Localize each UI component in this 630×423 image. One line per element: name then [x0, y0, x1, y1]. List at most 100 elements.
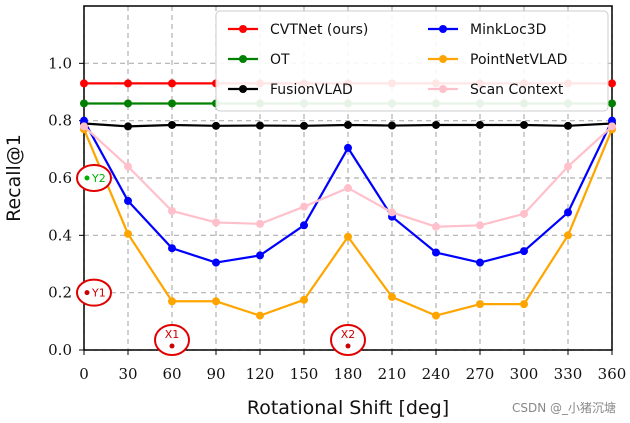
data-point-fusionvlad [300, 121, 308, 130]
annotation-ellipse [154, 324, 190, 356]
data-point-minkloc3d [124, 196, 132, 205]
data-point-minkloc3d [608, 116, 616, 125]
data-point-pointnetvlad [168, 297, 176, 306]
annotation-dot [84, 175, 90, 181]
data-point-fusionvlad [256, 121, 264, 130]
annotation-y2: Y2 [76, 164, 112, 192]
data-point-ot [124, 99, 132, 108]
legend-marker [439, 85, 447, 93]
y-tick-label: 0.0 [48, 341, 72, 359]
x-tick-label: 30 [118, 365, 137, 383]
legend-label: Scan Context [470, 82, 564, 98]
x-tick-label: 210 [378, 365, 407, 383]
data-point-minkloc3d [256, 251, 264, 260]
legend-item-fusionvlad: FusionVLAD [228, 82, 353, 98]
data-point-minkloc3d [300, 221, 308, 230]
data-point-scan-context [168, 206, 176, 215]
x-tick-label: 360 [598, 365, 627, 383]
legend-label: CVTNet (ours) [270, 22, 368, 38]
legend-item-scan-context: Scan Context [428, 82, 564, 98]
data-point-pointnetvlad [520, 300, 528, 309]
data-point-minkloc3d [168, 244, 176, 253]
data-point-fusionvlad [124, 122, 132, 131]
data-point-fusionvlad [344, 120, 352, 129]
x-axis-label: Rotational Shift [deg] [247, 397, 449, 419]
legend-box [215, 10, 609, 112]
x-tick-label: 120 [246, 365, 275, 383]
legend-label: OT [270, 52, 290, 68]
x-tick-label: 0 [79, 365, 89, 383]
annotation-x1: X1 [154, 324, 190, 356]
annotation-dot [169, 343, 175, 349]
axis-ticks: 0 30 60 90 120 150 180 210 240 270 300 330 360 0.0 0.2… [48, 54, 626, 383]
data-point-fusionvlad [432, 120, 440, 129]
legend-label: PointNetVLAD [470, 52, 567, 68]
x-tick-label: 180 [334, 365, 363, 383]
data-point-ot [608, 99, 616, 108]
legend: CVTNet (ours) OT FusionVLAD MinkLoc3D PointN… [215, 10, 609, 112]
x-tick-label: 60 [162, 365, 181, 383]
watermark: CSDN @_小猪沉塘 [512, 400, 616, 415]
data-point-ot [168, 99, 176, 108]
annotations-layer: Y2 Y1 X1 X2 [76, 164, 366, 356]
y-axis-label: Recall@1 [3, 134, 25, 222]
legend-marker [439, 25, 447, 33]
annotation-dot [84, 290, 90, 296]
data-point-fusionvlad [168, 120, 176, 129]
data-point-scan-context [564, 162, 572, 171]
legend-label: FusionVLAD [270, 82, 353, 98]
annotation-label: X1 [165, 328, 180, 341]
data-point-scan-context [256, 219, 264, 228]
data-point-scan-context [80, 122, 88, 131]
data-point-fusionvlad [388, 121, 396, 130]
data-point-scan-context [124, 162, 132, 171]
annotation-x2: X2 [330, 324, 366, 356]
y-tick-label: 1.0 [48, 54, 72, 72]
annotation-y1: Y1 [76, 278, 112, 307]
data-point-scan-context [608, 122, 616, 131]
data-point-minkloc3d [344, 143, 352, 152]
legend-label: MinkLoc3D [470, 22, 546, 38]
data-point-scan-context [300, 202, 308, 211]
data-point-pointnetvlad [212, 297, 220, 306]
x-tick-label: 150 [290, 365, 319, 383]
y-tick-label: 0.8 [48, 112, 72, 130]
data-point-pointnetvlad [476, 300, 484, 309]
data-point-pointnetvlad [344, 232, 352, 241]
data-point-cvtnet-ours [608, 79, 616, 88]
annotation-ellipse [76, 278, 112, 307]
legend-item-cvtnet-ours: CVTNet (ours) [228, 22, 368, 38]
x-tick-label: 90 [206, 365, 225, 383]
data-point-scan-context [212, 218, 220, 227]
annotation-label: X2 [341, 328, 356, 341]
x-tick-label: 330 [554, 365, 583, 383]
data-point-cvtnet-ours [168, 79, 176, 88]
legend-marker [239, 85, 247, 93]
data-point-pointnetvlad [432, 311, 440, 320]
data-point-ot [80, 99, 88, 108]
data-point-cvtnet-ours [80, 79, 88, 88]
x-tick-label: 270 [466, 365, 495, 383]
data-point-pointnetvlad [300, 295, 308, 304]
data-point-minkloc3d [520, 247, 528, 256]
annotation-label: Y1 [91, 287, 106, 300]
data-point-cvtnet-ours [124, 79, 132, 88]
legend-item-minkloc3d: MinkLoc3D [428, 22, 546, 38]
data-point-scan-context [432, 222, 440, 231]
data-point-scan-context [388, 208, 396, 217]
data-point-pointnetvlad [564, 231, 572, 240]
annotation-ellipse [76, 164, 112, 192]
annotation-label: Y2 [91, 172, 106, 185]
data-point-scan-context [476, 221, 484, 230]
data-point-minkloc3d [476, 258, 484, 267]
data-point-scan-context [520, 209, 528, 218]
annotation-dot [345, 343, 351, 349]
y-tick-label: 0.6 [48, 169, 72, 187]
data-point-pointnetvlad [388, 292, 396, 301]
data-point-minkloc3d [432, 248, 440, 257]
data-point-minkloc3d [564, 208, 572, 217]
data-point-fusionvlad [520, 120, 528, 129]
data-point-scan-context [344, 184, 352, 193]
x-tick-label: 240 [422, 365, 451, 383]
